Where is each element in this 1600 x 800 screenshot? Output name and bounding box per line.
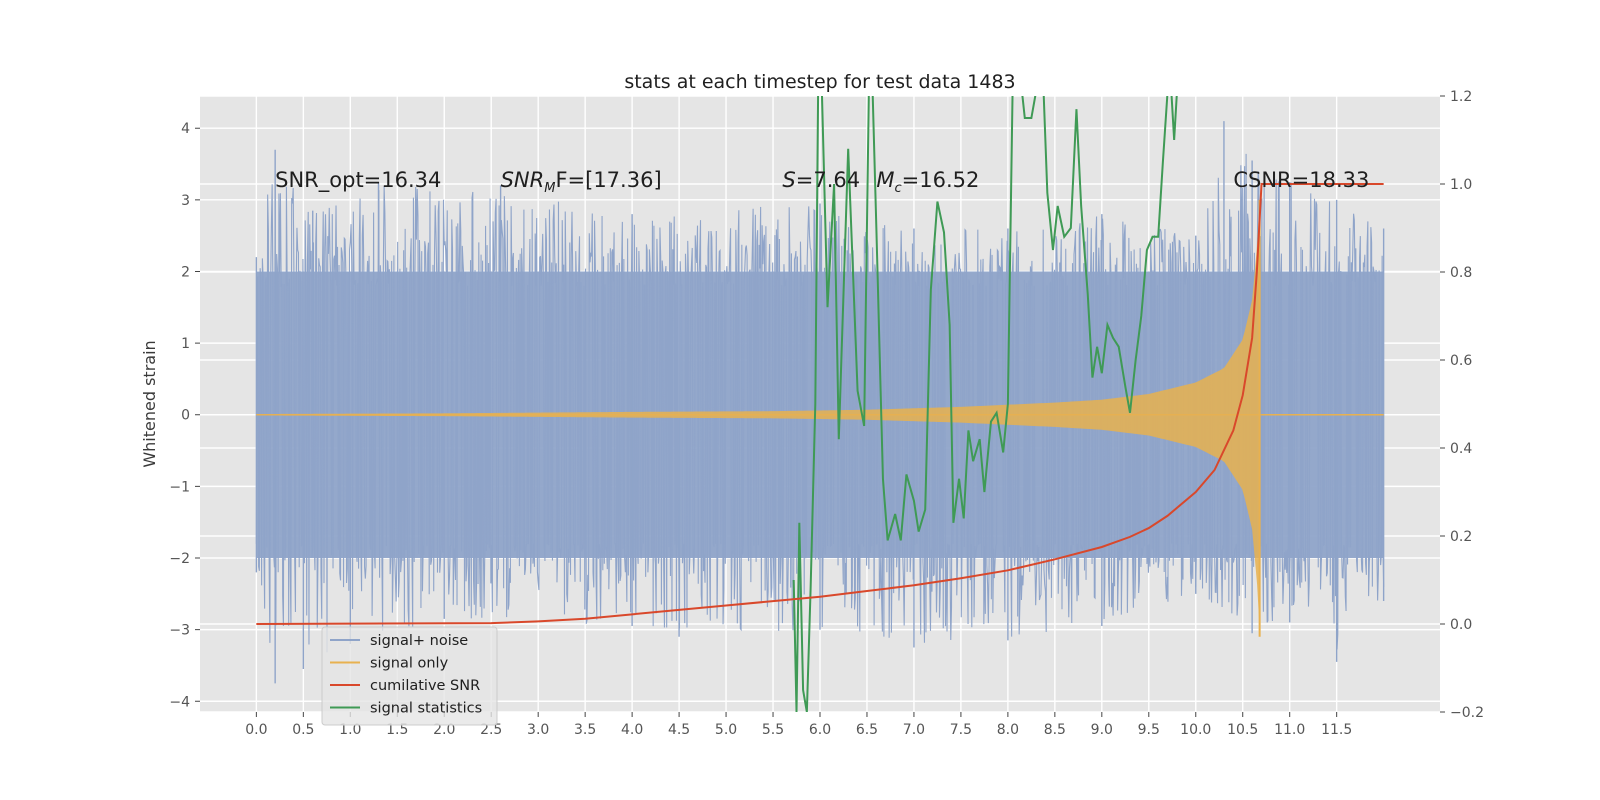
x-tick-label: 0.5 — [292, 722, 314, 738]
x-tick-label: 7.0 — [903, 722, 925, 738]
x-tick-label: 1.0 — [339, 722, 361, 738]
right-axis-series — [256, 96, 1384, 712]
y-tick-label: −4 — [169, 694, 190, 710]
x-tick-label: 9.0 — [1091, 722, 1113, 738]
annotation-text: Mc=16.52 — [876, 168, 979, 196]
y-axis-right: −0.2 0.0 0.2 0.4 0.6 0.8 1.0 1.2 — [1440, 89, 1484, 721]
x-tick-label: 11.0 — [1274, 722, 1305, 738]
x-tick-label: 10.0 — [1180, 722, 1211, 738]
chart-title: stats at each timestep for test data 148… — [624, 71, 1015, 93]
annotation-text: SNR_opt=16.34 — [275, 168, 441, 193]
x-tick-label: 4.0 — [621, 722, 643, 738]
series-signal-only — [256, 199, 1384, 637]
x-tick-label: 8.5 — [1044, 722, 1066, 738]
annotations: SNR_opt=16.34 SNRMF=[17.36] S=7.64 Mc=16.52… — [275, 168, 1369, 196]
y2-tick-label: 0.6 — [1450, 353, 1472, 369]
y2-tick-label: −0.2 — [1450, 705, 1484, 721]
y-tick-label: 2 — [181, 264, 190, 280]
y-axis-label: Whitened strain — [140, 340, 159, 467]
annotation-prefix: SNR_opt=16.34 — [275, 168, 441, 193]
x-tick-label: 3.0 — [527, 722, 549, 738]
annotation-suffix: =7.64 — [796, 168, 860, 192]
annotation-prefix: CSNR=18.33 — [1233, 168, 1369, 192]
annotation-symbol: SNR — [501, 168, 545, 192]
y-tick-label: 3 — [181, 193, 190, 209]
annotation-subscript: c — [894, 181, 901, 196]
annotation-subscript: M — [544, 181, 555, 196]
legend-label: signal only — [370, 656, 449, 672]
x-tick-label: 6.5 — [856, 722, 878, 738]
y2-tick-label: 0.0 — [1450, 617, 1472, 633]
x-tick-label: 5.0 — [715, 722, 737, 738]
y2-tick-label: 1.0 — [1450, 177, 1472, 193]
x-tick-label: 7.5 — [950, 722, 972, 738]
x-tick-label: 2.5 — [480, 722, 502, 738]
y-axis-left: −4 −3 −2 −1 0 1 2 3 4 — [169, 121, 200, 710]
legend-box — [321, 626, 498, 726]
y-tick-label: −3 — [169, 623, 190, 639]
y-tick-label: 0 — [181, 408, 190, 424]
y2-tick-label: 1.2 — [1450, 89, 1472, 105]
x-tick-label: 0.0 — [245, 722, 267, 738]
x-tick-label: 1.5 — [386, 722, 408, 738]
y2-tick-label: 0.8 — [1450, 265, 1472, 281]
annotation-text: S=7.64 — [782, 168, 860, 192]
y2-tick-label: 0.4 — [1450, 441, 1472, 457]
x-tick-label: 6.0 — [809, 722, 831, 738]
annotation-suffix: F=[17.36] — [555, 168, 661, 192]
x-tick-label: 4.5 — [668, 722, 690, 738]
legend-label: signal statistics — [370, 701, 482, 717]
x-tick-label: 3.5 — [574, 722, 596, 738]
x-tick-label: 11.5 — [1321, 722, 1352, 738]
legend: signal+ noise signal only cumilative SNR si… — [321, 626, 498, 726]
legend-label: signal+ noise — [370, 633, 468, 649]
x-tick-label: 8.0 — [997, 722, 1019, 738]
y-tick-label: 4 — [181, 121, 190, 137]
series-line-signal-statistics — [792, 96, 1178, 712]
x-axis: 0.0 0.5 1.0 1.5 2.0 2.5 3.0 3.5 4.0 4.5 5.0 5.5 6.0 6… — [245, 712, 1352, 738]
x-tick-label: 5.5 — [762, 722, 784, 738]
series-line-cumilative-snr — [256, 183, 1384, 625]
annotation-text: SNRMF=[17.36] — [501, 168, 662, 196]
annotation-text: CSNR=18.33 — [1233, 168, 1369, 192]
annotation-symbol: S — [782, 168, 795, 192]
y-tick-label: −2 — [169, 551, 190, 567]
legend-label: cumilative SNR — [370, 678, 480, 694]
annotation-suffix: =16.52 — [902, 168, 980, 192]
x-tick-label: 9.5 — [1138, 722, 1160, 738]
y2-tick-label: 0.2 — [1450, 529, 1472, 545]
annotation-symbol: M — [876, 168, 894, 192]
x-tick-label: 10.5 — [1227, 722, 1258, 738]
y-tick-label: −1 — [169, 479, 190, 495]
y-tick-label: 1 — [181, 336, 190, 352]
x-tick-label: 2.0 — [433, 722, 455, 738]
